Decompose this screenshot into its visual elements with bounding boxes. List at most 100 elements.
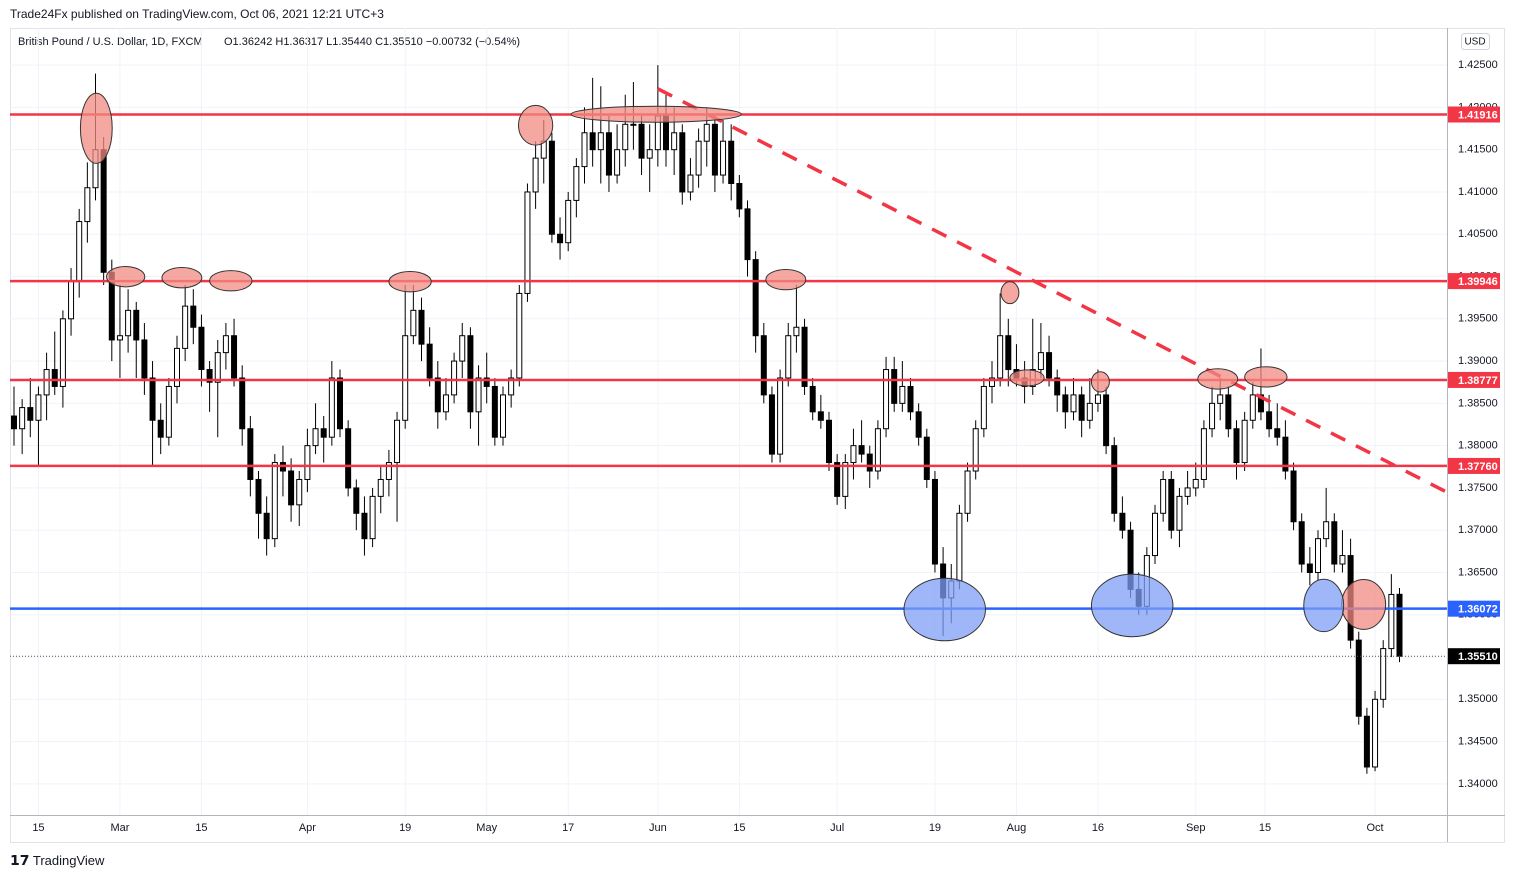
candle-body [630,123,637,126]
candle-body [744,208,751,261]
candle-body [467,335,474,413]
candle-body [589,132,596,151]
y-tick-label: 1.34500 [1458,736,1498,748]
last-price-label: 1.35510 [1458,651,1498,663]
candle-body [418,309,425,345]
candle-body [92,149,99,189]
highlight [1009,369,1045,387]
highlight [765,269,807,291]
candle-body [980,385,987,430]
candle-body [679,132,686,193]
highlight [1244,366,1288,388]
y-tick-label: 1.37000 [1458,524,1498,536]
candle-body [891,369,898,404]
candle-body [263,512,270,540]
candle-body [663,115,669,151]
level-label: 1.38777 [1458,375,1498,387]
candle-body [809,385,816,413]
candle-body [720,140,727,176]
level-label-box [1448,600,1500,617]
candle-body [1111,445,1118,514]
candle-body [850,445,857,464]
x-tick-label: May [476,822,497,834]
candle-body [728,140,735,185]
currency-box [1461,33,1490,50]
y-tick-label: 1.40000 [1458,270,1498,282]
candle-body [1388,593,1395,650]
candle-body [1103,394,1110,447]
level-label-box [1448,106,1500,123]
candle-body [540,140,547,159]
x-tick-label: Sep [1186,822,1206,834]
candle-body [442,394,449,413]
highlight [1303,578,1345,633]
candle-body [239,377,246,430]
candle-body [133,309,140,341]
candle-body [320,428,327,438]
candle-body [883,369,890,430]
candle-body [1323,521,1330,540]
x-tick-label: 15 [195,822,207,834]
candle-body [964,470,971,514]
candle-body [51,369,58,387]
x-tick-label: 15 [733,822,745,834]
candle-body [1209,402,1216,430]
highlight [570,105,742,123]
candle-body [956,512,963,582]
x-tick-label: 16 [1092,822,1104,834]
candle-body [915,411,922,438]
candle-body [597,132,604,151]
candle-body [182,305,189,349]
candle-body [279,462,286,472]
candle-body [337,377,343,430]
candle-body [174,347,180,387]
candle-body [491,385,498,438]
candle-body [1380,648,1387,700]
candle-body [760,335,767,396]
trendline [657,87,1446,493]
candle-body [671,132,678,151]
candle-body [369,495,376,540]
candle-body [1160,478,1167,514]
candle-body [1282,436,1289,472]
candle-body [793,326,800,337]
candle-body [231,335,238,379]
candle-body [100,149,107,273]
candle-body [35,394,42,421]
candle-body [703,123,710,142]
candle-body [1274,428,1281,438]
candle-body [1315,538,1321,573]
candle-body [752,259,759,337]
candle-body [125,309,132,337]
level-label-box [1448,371,1500,388]
x-tick-label: 19 [929,822,941,834]
y-tick-label: 1.42000 [1458,101,1498,113]
candle-body [361,512,368,540]
candle-body [247,428,254,480]
candle-body [1355,639,1362,717]
ohlc: O1.36242 H1.36317 L1.35440 C1.35510 −0.0… [224,36,520,48]
candle-body [1086,402,1093,421]
x-tick-label: 17 [562,822,574,834]
y-tick-label: 1.35000 [1458,693,1498,705]
highlight [79,92,113,164]
y-tick-label: 1.39500 [1458,313,1498,325]
candle-body [638,123,645,159]
candle-body [385,462,392,480]
candle-body [43,369,50,396]
candle-body [255,478,262,514]
candle-body [1184,487,1191,497]
candle-body [646,149,653,159]
candle-body [923,436,930,480]
level-label: 1.39946 [1458,276,1498,288]
candle-body [581,132,588,168]
candle-body [1168,478,1175,531]
candle-body [834,462,841,497]
candle-body [768,394,775,455]
candle-body [11,415,17,430]
candle-body [997,335,1004,379]
candle-body [1152,512,1158,557]
candle-body [622,123,629,151]
level-label-box [1448,273,1500,290]
candle-body [190,305,197,328]
